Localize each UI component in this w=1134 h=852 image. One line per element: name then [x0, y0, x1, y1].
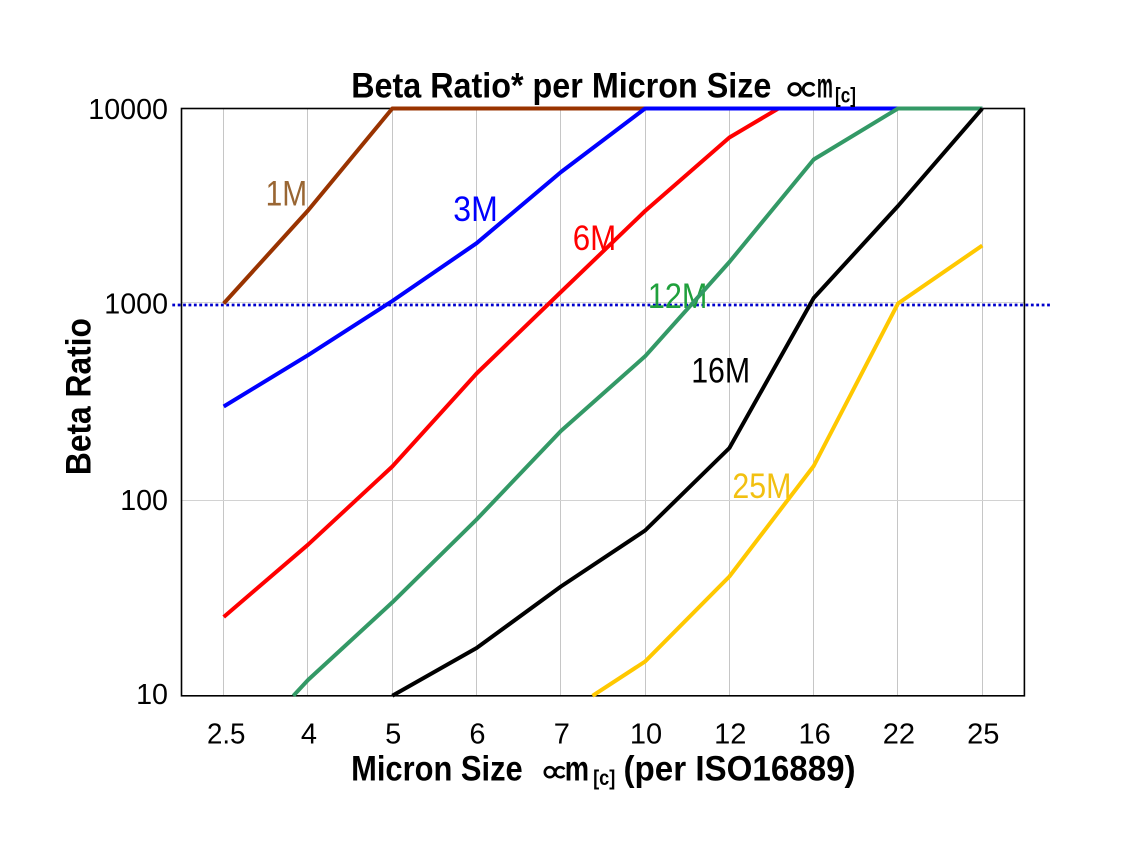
svg-text:(per ISO16889): (per ISO16889) — [624, 750, 856, 789]
svg-text:16: 16 — [798, 719, 830, 751]
svg-text:2.5: 2.5 — [207, 719, 246, 751]
svg-text:25M: 25M — [732, 467, 791, 506]
svg-text:4: 4 — [301, 719, 317, 751]
svg-text:Micron Size: Micron Size — [351, 750, 523, 789]
svg-text:1000: 1000 — [104, 288, 168, 320]
svg-text:1M: 1M — [266, 174, 308, 213]
svg-text:12: 12 — [714, 719, 746, 751]
svg-text:10: 10 — [630, 719, 662, 751]
svg-text:7: 7 — [554, 719, 570, 751]
svg-text:3M: 3M — [453, 190, 498, 229]
svg-text:6: 6 — [469, 719, 485, 751]
svg-text:5: 5 — [385, 719, 401, 751]
svg-text:10000: 10000 — [88, 94, 168, 126]
svg-text:100: 100 — [120, 485, 168, 517]
svg-text:m: m — [817, 66, 833, 105]
svg-text:[c]: [c] — [835, 83, 856, 107]
svg-text:16M: 16M — [691, 351, 750, 390]
svg-text:10: 10 — [136, 679, 168, 711]
svg-text:25: 25 — [967, 719, 999, 751]
svg-text:Beta Ratio: Beta Ratio — [60, 318, 99, 475]
svg-text:Beta Ratio* per Micron Size: Beta Ratio* per Micron Size — [351, 67, 771, 106]
svg-text:22: 22 — [883, 719, 915, 751]
svg-text:[c]: [c] — [593, 766, 615, 790]
svg-text:m: m — [565, 750, 589, 789]
svg-text:6M: 6M — [573, 219, 617, 258]
